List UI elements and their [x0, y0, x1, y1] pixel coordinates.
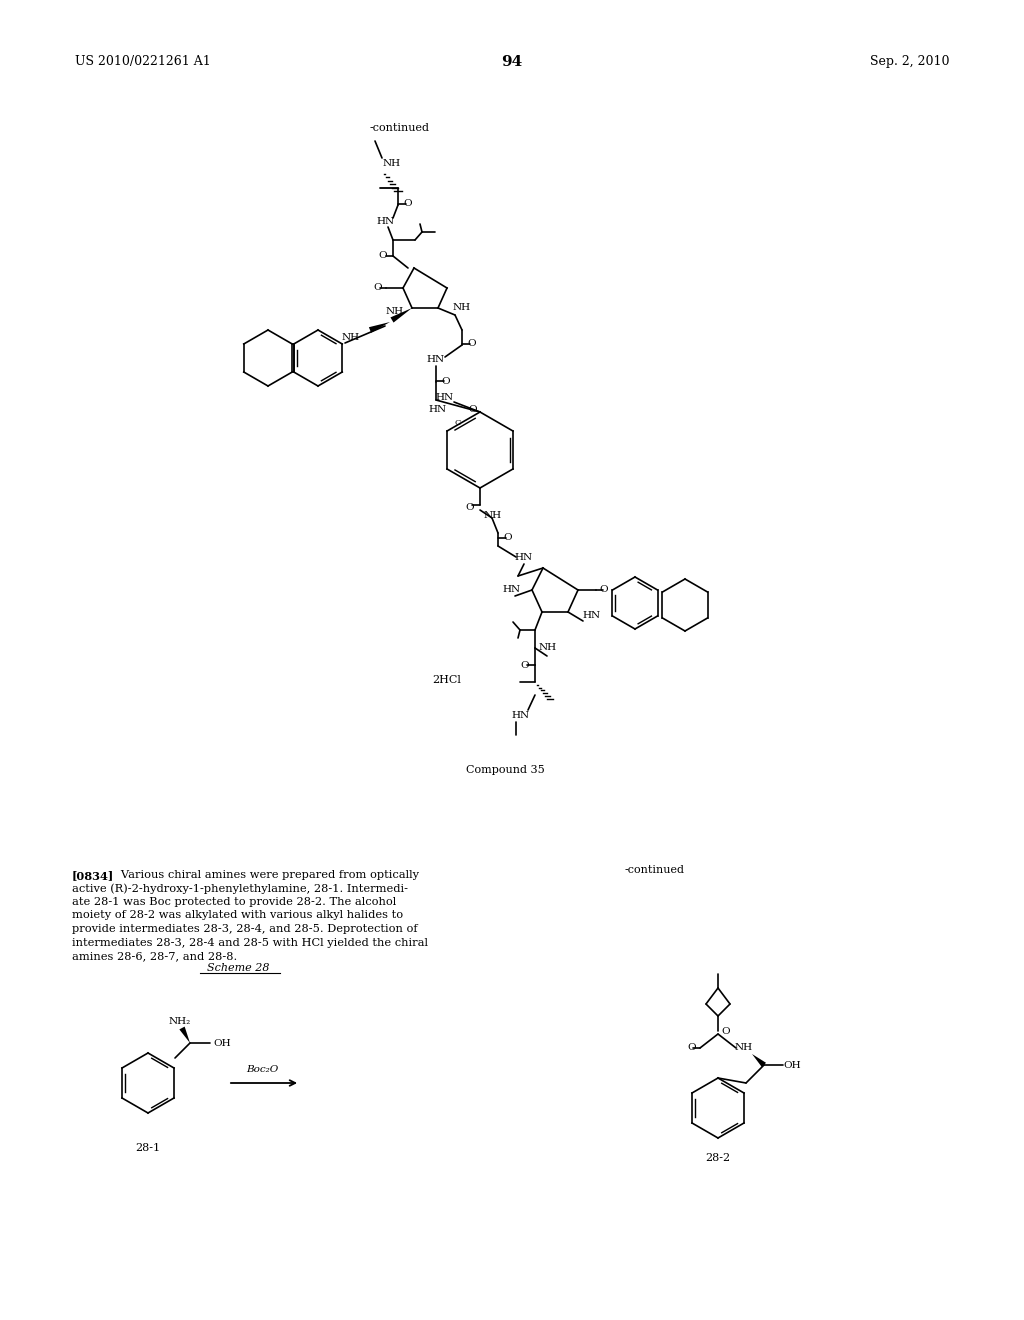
Text: provide intermediates 28-3, 28-4, and 28-5. Deprotection of: provide intermediates 28-3, 28-4, and 28… — [72, 924, 418, 935]
Text: NH: NH — [484, 511, 502, 520]
Text: NH: NH — [386, 308, 404, 317]
Text: O: O — [468, 339, 476, 348]
Text: active (R)-2-hydroxy-1-phenylethylamine, 28-1. Intermedi-: active (R)-2-hydroxy-1-phenylethylamine,… — [72, 883, 408, 894]
Text: HN: HN — [427, 355, 445, 364]
Text: 94: 94 — [502, 55, 522, 69]
Polygon shape — [752, 1053, 766, 1067]
Text: amines 28-6, 28-7, and 28-8.: amines 28-6, 28-7, and 28-8. — [72, 950, 238, 961]
Text: O: O — [520, 660, 529, 669]
Text: HN: HN — [377, 218, 395, 227]
Text: OH: OH — [213, 1039, 230, 1048]
Text: HN: HN — [515, 553, 534, 562]
Text: Boc₂O: Boc₂O — [246, 1065, 279, 1074]
Text: NH: NH — [383, 158, 401, 168]
Polygon shape — [390, 308, 412, 322]
Text: Sep. 2, 2010: Sep. 2, 2010 — [870, 55, 950, 69]
Text: O: O — [441, 376, 451, 385]
Text: OH: OH — [783, 1060, 801, 1069]
Text: O: O — [374, 284, 382, 293]
Text: O: O — [469, 404, 477, 413]
Text: O: O — [600, 586, 608, 594]
Polygon shape — [369, 322, 390, 333]
Text: O: O — [688, 1044, 696, 1052]
Text: O: O — [466, 503, 474, 512]
Text: Various chiral amines were prepared from optically: Various chiral amines were prepared from… — [110, 870, 419, 880]
Text: C: C — [455, 418, 461, 426]
Text: 28-2: 28-2 — [706, 1152, 730, 1163]
Text: NH: NH — [342, 334, 360, 342]
Text: US 2010/0221261 A1: US 2010/0221261 A1 — [75, 55, 211, 69]
Text: 28-1: 28-1 — [135, 1143, 161, 1152]
Text: O: O — [504, 533, 512, 543]
Text: ate 28-1 was Boc protected to provide 28-2. The alcohol: ate 28-1 was Boc protected to provide 28… — [72, 898, 396, 907]
Text: HN: HN — [503, 586, 521, 594]
Text: moiety of 28-2 was alkylated with various alkyl halides to: moiety of 28-2 was alkylated with variou… — [72, 911, 403, 920]
Text: -continued: -continued — [625, 865, 685, 875]
Text: O: O — [379, 252, 387, 260]
Text: Compound 35: Compound 35 — [466, 766, 545, 775]
Text: HN: HN — [582, 611, 600, 620]
Text: NH: NH — [453, 304, 471, 313]
Text: NH₂: NH₂ — [169, 1018, 191, 1027]
Text: NH: NH — [735, 1044, 753, 1052]
Text: O: O — [722, 1027, 730, 1035]
Text: HN: HN — [436, 392, 454, 401]
Text: HN: HN — [429, 405, 447, 414]
Text: O: O — [403, 199, 413, 209]
Text: intermediates 28-3, 28-4 and 28-5 with HCl yielded the chiral: intermediates 28-3, 28-4 and 28-5 with H… — [72, 937, 428, 948]
Text: [0834]: [0834] — [72, 870, 115, 880]
Polygon shape — [179, 1027, 190, 1043]
Text: -continued: -continued — [370, 123, 430, 133]
Text: NH: NH — [539, 644, 557, 652]
Text: 2HCl: 2HCl — [432, 675, 462, 685]
Text: Scheme 28: Scheme 28 — [207, 964, 269, 973]
Text: HN: HN — [512, 710, 530, 719]
